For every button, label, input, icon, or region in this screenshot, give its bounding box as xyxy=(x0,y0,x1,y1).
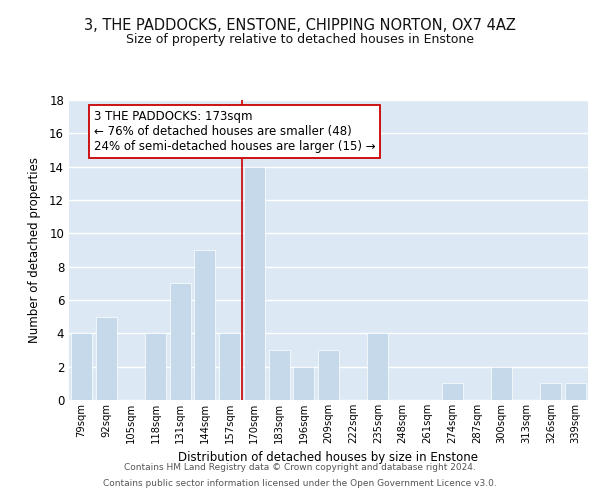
Text: 3 THE PADDOCKS: 173sqm
← 76% of detached houses are smaller (48)
24% of semi-det: 3 THE PADDOCKS: 173sqm ← 76% of detached… xyxy=(94,110,376,153)
Text: 3, THE PADDOCKS, ENSTONE, CHIPPING NORTON, OX7 4AZ: 3, THE PADDOCKS, ENSTONE, CHIPPING NORTO… xyxy=(84,18,516,32)
Bar xyxy=(170,284,191,400)
Y-axis label: Number of detached properties: Number of detached properties xyxy=(28,157,41,343)
Bar xyxy=(565,384,586,400)
Bar xyxy=(318,350,339,400)
X-axis label: Distribution of detached houses by size in Enstone: Distribution of detached houses by size … xyxy=(179,452,479,464)
Text: Contains HM Land Registry data © Crown copyright and database right 2024.: Contains HM Land Registry data © Crown c… xyxy=(124,464,476,472)
Bar xyxy=(71,334,92,400)
Bar xyxy=(541,384,562,400)
Bar xyxy=(194,250,215,400)
Bar xyxy=(219,334,240,400)
Bar xyxy=(293,366,314,400)
Text: Contains public sector information licensed under the Open Government Licence v3: Contains public sector information licen… xyxy=(103,478,497,488)
Bar xyxy=(244,166,265,400)
Bar xyxy=(269,350,290,400)
Bar xyxy=(95,316,116,400)
Text: Size of property relative to detached houses in Enstone: Size of property relative to detached ho… xyxy=(126,32,474,46)
Bar xyxy=(367,334,388,400)
Bar xyxy=(442,384,463,400)
Bar xyxy=(491,366,512,400)
Bar xyxy=(145,334,166,400)
